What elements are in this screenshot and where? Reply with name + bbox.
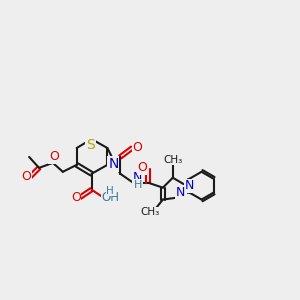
Text: H: H [106, 186, 114, 196]
Text: S: S [86, 138, 95, 152]
Text: N: N [176, 186, 185, 199]
Text: CH₃: CH₃ [163, 155, 182, 165]
Text: N: N [132, 171, 142, 184]
Text: O: O [49, 150, 59, 164]
Text: O: O [137, 161, 147, 174]
Text: O: O [132, 140, 142, 154]
Text: CH₃: CH₃ [140, 207, 160, 218]
Text: OH: OH [101, 191, 119, 204]
Text: H: H [134, 180, 142, 190]
Text: N: N [108, 157, 118, 171]
Text: N: N [185, 179, 194, 192]
Text: O: O [71, 191, 81, 204]
Text: O: O [21, 170, 31, 183]
